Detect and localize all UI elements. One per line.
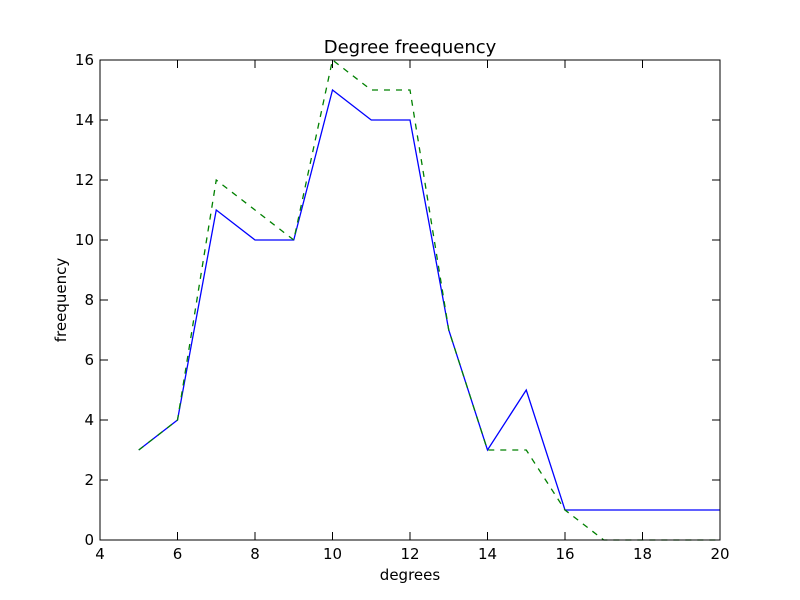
y-tick-label: 14 xyxy=(75,111,94,129)
y-tick-label: 0 xyxy=(84,531,94,549)
series-layer xyxy=(138,58,720,541)
y-tick-label: 10 xyxy=(75,231,94,249)
y-tick-label: 16 xyxy=(75,51,94,69)
series-line-2 xyxy=(138,58,720,541)
x-axis-title: degrees xyxy=(380,566,441,584)
x-tick-label: 14 xyxy=(478,545,497,563)
x-tick-label: 18 xyxy=(633,545,652,563)
y-axis-title: freequency xyxy=(52,258,70,343)
x-tick-label: 4 xyxy=(95,545,105,563)
y-tick-label: 12 xyxy=(75,171,94,189)
y-tick-label: 6 xyxy=(84,351,94,369)
x-tick-label: 10 xyxy=(323,545,342,563)
x-tick-label: 8 xyxy=(250,545,260,563)
chart-title: Degree freequency xyxy=(324,37,497,58)
x-tick-label: 16 xyxy=(555,545,574,563)
y-tick-label: 8 xyxy=(84,291,94,309)
x-tick-label: 12 xyxy=(400,545,419,563)
y-tick-label: 4 xyxy=(84,411,94,429)
y-tick-label: 2 xyxy=(84,471,94,489)
series-line-1 xyxy=(138,88,720,511)
ticks-layer: 4 6 8 10 12 14 16 18 20 0 2 4 6 8 10 12 14 16 xyxy=(75,51,730,563)
x-tick-label: 6 xyxy=(173,545,183,563)
x-tick-label: 20 xyxy=(710,545,729,563)
